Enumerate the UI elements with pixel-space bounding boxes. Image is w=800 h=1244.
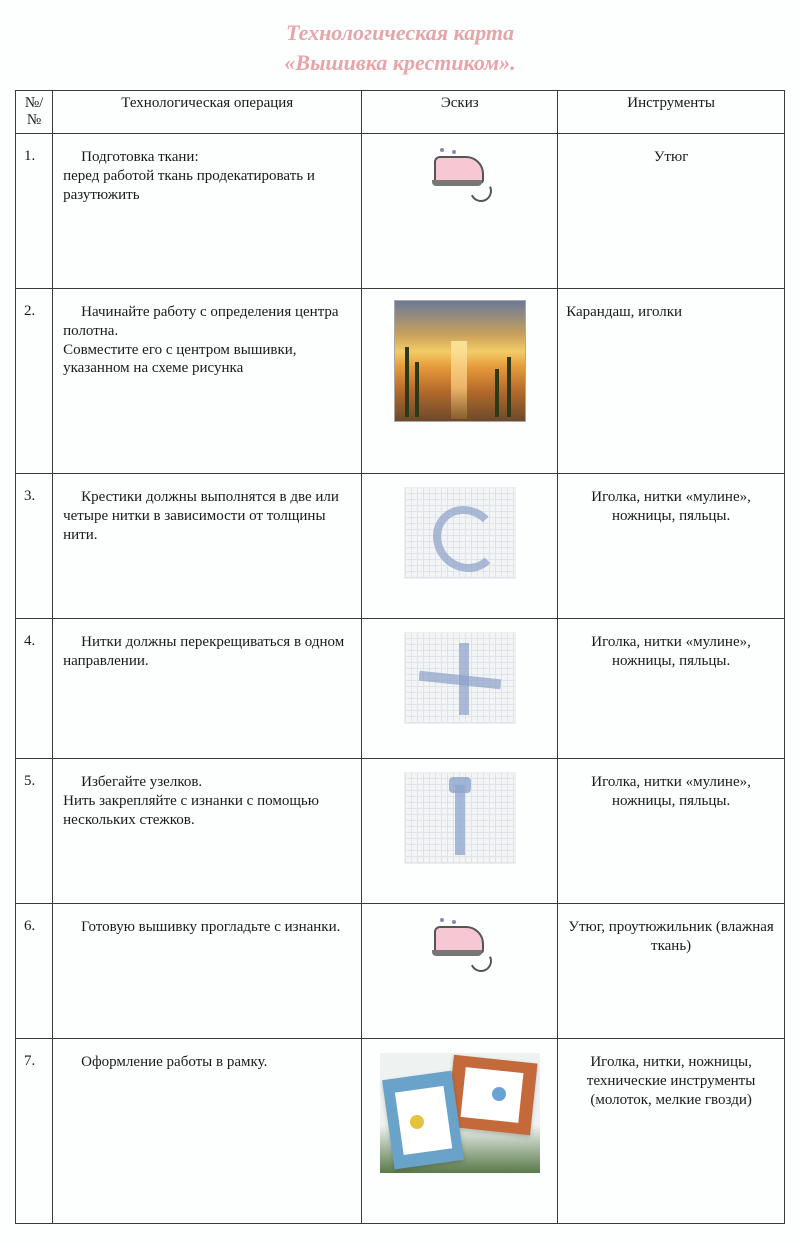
operation-rest: перед работой ткань продекатировать и ра…	[63, 168, 315, 203]
cell-sketch	[362, 134, 558, 289]
operation-lead: Подготовка ткани:	[81, 149, 199, 165]
operation-lead: Готовую вышивку прогладьте с изнанки.	[81, 919, 340, 935]
cell-num: 7.	[16, 1039, 53, 1224]
cell-num: 2.	[16, 289, 53, 474]
table-row: 2. Начинайте работу с определения центра…	[16, 289, 785, 474]
table-row: 3. Крестики должны выполнятся в две или …	[16, 474, 785, 619]
cell-tools: Карандаш, иголки	[558, 289, 785, 474]
cell-operation: Оформление работы в рамку.	[53, 1039, 362, 1224]
col-header-tools: Инструменты	[558, 91, 785, 134]
cell-num: 4.	[16, 619, 53, 759]
stitch-cross-icon	[405, 633, 515, 723]
cell-tools: Иголка, нитки «мулине», ножницы, пяльцы.	[558, 619, 785, 759]
table-row: 7. Оформление работы в рамку. Иголка, ни…	[16, 1039, 785, 1224]
cell-sketch	[362, 474, 558, 619]
cell-operation: Избегайте узелков. Нить закрепляйте с из…	[53, 759, 362, 904]
cell-num: 5.	[16, 759, 53, 904]
page-title-line2: «Вышивка крестиком».	[15, 50, 785, 76]
cell-num: 3.	[16, 474, 53, 619]
operation-lead: Крестики должны выполнятся в две или чет…	[63, 489, 339, 543]
col-header-sketch: Эскиз	[362, 91, 558, 134]
cell-operation: Начинайте работу с определения центра по…	[53, 289, 362, 474]
cell-num: 6.	[16, 904, 53, 1039]
stitch-loop-icon	[405, 488, 515, 578]
table-header-row: №/ № Технологическая операция Эскиз Инст…	[16, 91, 785, 134]
cell-operation: Крестики должны выполнятся в две или чет…	[53, 474, 362, 619]
cell-tools: Иголка, нитки «мулине», ножницы, пяльцы.	[558, 759, 785, 904]
cell-tools: Утюг	[558, 134, 785, 289]
col-header-operation: Технологическая операция	[53, 91, 362, 134]
cell-operation: Подготовка ткани: перед работой ткань пр…	[53, 134, 362, 289]
stitch-knot-icon	[405, 773, 515, 863]
cell-operation: Готовую вышивку прогладьте с изнанки.	[53, 904, 362, 1039]
table-row: 1. Подготовка ткани: перед работой ткань…	[16, 134, 785, 289]
operation-lead: Начинайте работу с определения центра по…	[63, 304, 338, 339]
cell-num: 1.	[16, 134, 53, 289]
operation-rest: Совместите его с центром вышивки, указан…	[63, 342, 296, 377]
iron-icon	[430, 920, 490, 970]
cell-sketch	[362, 289, 558, 474]
frames-icon	[380, 1053, 540, 1173]
cell-tools: Иголка, нитки «мулине», ножницы, пяльцы.	[558, 474, 785, 619]
table-row: 5. Избегайте узелков. Нить закрепляйте с…	[16, 759, 785, 904]
tech-card-table: №/ № Технологическая операция Эскиз Инст…	[15, 90, 785, 1224]
cell-sketch	[362, 759, 558, 904]
cell-sketch	[362, 619, 558, 759]
operation-rest: Нить закрепляйте с изнанки с помощью нес…	[63, 793, 319, 828]
table-row: 4. Нитки должны перекрещиваться в одном …	[16, 619, 785, 759]
cell-tools: Иголка, нитки, ножницы, технические инст…	[558, 1039, 785, 1224]
cell-sketch	[362, 1039, 558, 1224]
page-title-line1: Технологическая карта	[15, 20, 785, 46]
cell-operation: Нитки должны перекрещиваться в одном нап…	[53, 619, 362, 759]
cell-tools: Утюг, проутюжильник (влажная ткань)	[558, 904, 785, 1039]
col-header-num: №/ №	[16, 91, 53, 134]
operation-lead: Избегайте узелков.	[81, 774, 202, 790]
table-row: 6. Готовую вышивку прогладьте с изнанки.…	[16, 904, 785, 1039]
operation-lead: Оформление работы в рамку.	[81, 1054, 267, 1070]
sunset-sketch-icon	[395, 301, 525, 421]
iron-icon	[430, 150, 490, 200]
operation-lead: Нитки должны перекрещиваться в одном нап…	[63, 634, 344, 669]
cell-sketch	[362, 904, 558, 1039]
